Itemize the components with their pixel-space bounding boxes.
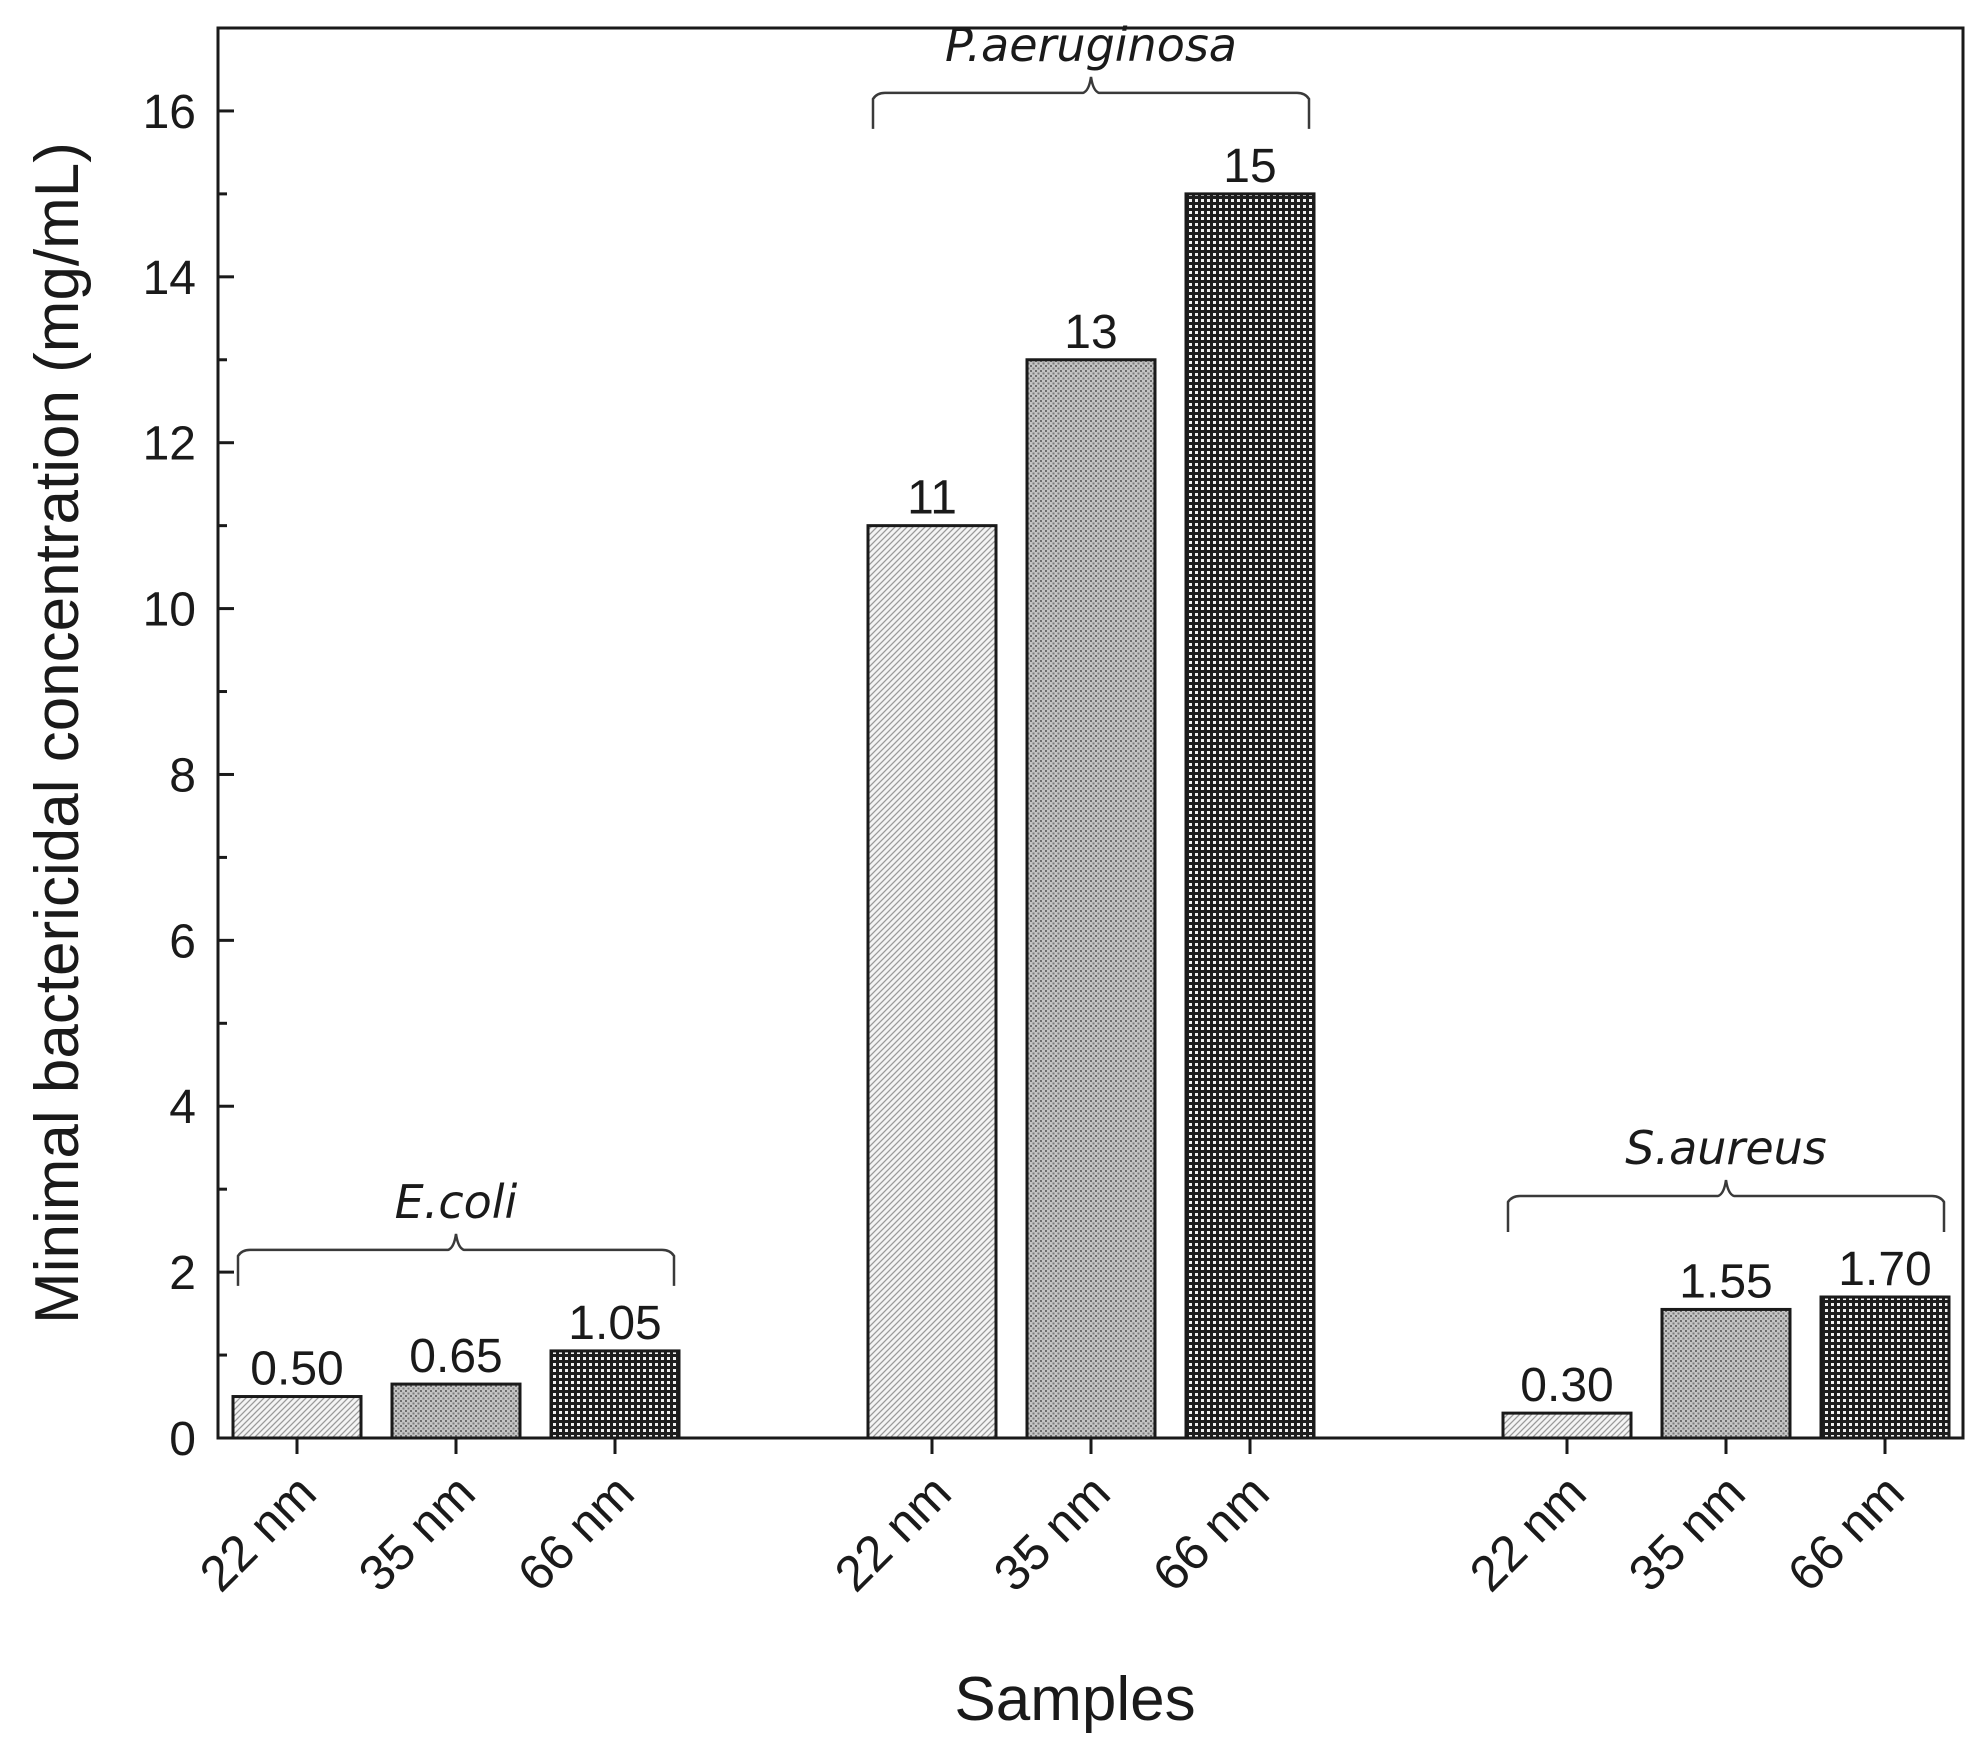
bar-value-label: 13 [1064,306,1117,359]
y-tick-label: 8 [169,749,196,802]
bar-value-label: 0.30 [1520,1359,1613,1412]
y-tick-label: 6 [169,915,196,968]
group-bracket [236,1233,676,1286]
y-tick-label: 12 [143,418,196,471]
bar-saureus-1 [1660,1307,1792,1440]
bar-saureus-0 [1501,1411,1633,1440]
bar-value-label: 1.55 [1679,1255,1772,1308]
group-bracket [1506,1179,1946,1232]
y-axis-title: Minimal bactericidal concentration (mg/m… [23,142,92,1324]
x-tick-label: 35 nm [348,1464,486,1602]
bar-value-label: 0.65 [409,1330,502,1383]
y-tick-label: 2 [169,1247,196,1300]
bar-saureus-2 [1819,1295,1951,1440]
bars-layer [231,192,1951,1440]
group-label: S.aureus [1625,1121,1827,1175]
x-tick-label: 22 nm [824,1464,962,1602]
bar-ecoli-1 [390,1382,522,1440]
group-label: P.aeruginosa [945,18,1237,72]
x-tick-label: 35 nm [983,1464,1121,1602]
x-axis-title: Samples [954,1665,1195,1734]
bar-paeruginosa-1 [1025,358,1157,1440]
bar-paeruginosa-2 [1184,192,1316,1440]
y-axis: 0 2 4 6 8 10 12 14 16 [143,86,234,1466]
group-label: E.coli [395,1175,518,1229]
x-tick-label: 35 nm [1618,1464,1756,1602]
x-tick-label: 22 nm [189,1464,327,1602]
y-tick-label: 4 [169,1081,196,1134]
bar-value-label: 1.70 [1838,1243,1931,1296]
bar-value-label: 11 [907,472,957,525]
bar-ecoli-0 [231,1395,363,1440]
x-tick-label: 66 nm [1142,1464,1280,1602]
y-tick-label: 10 [143,584,196,637]
value-labels-layer: 0.50 0.65 1.05 11 13 15 0.30 1.55 1.70 [250,140,1931,1412]
bar-value-label: 1.05 [568,1297,661,1350]
bar-value-label: 15 [1223,140,1276,193]
group-bracket [871,76,1311,129]
bar-paeruginosa-0 [866,524,998,1440]
x-tick-label: 66 nm [1777,1464,1915,1602]
x-axis: 22 nm 35 nm 66 nm 22 nm 35 nm 66 nm 22 nm 35 nm… [189,1438,1915,1602]
bar-ecoli-2 [549,1349,681,1440]
y-tick-label: 14 [143,252,196,305]
y-tick-label: 0 [169,1413,196,1466]
bar-value-label: 0.50 [250,1343,343,1396]
y-tick-label: 16 [143,86,196,139]
x-tick-label: 22 nm [1459,1464,1597,1602]
x-tick-label: 66 nm [507,1464,645,1602]
